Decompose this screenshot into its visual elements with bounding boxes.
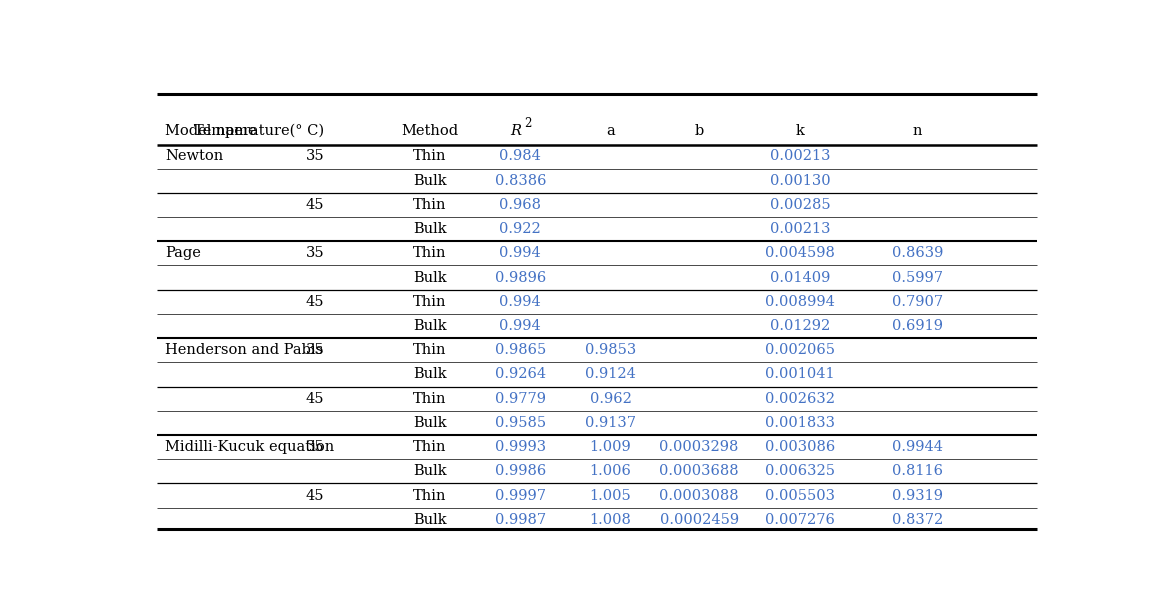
Text: 0.8386: 0.8386 [495,174,546,188]
Text: k: k [796,124,805,138]
Text: 0.9779: 0.9779 [495,391,546,406]
Text: 0.9124: 0.9124 [585,367,636,382]
Text: Thin: Thin [414,198,447,212]
Text: n: n [913,124,923,138]
Text: 0.9319: 0.9319 [892,489,944,503]
Text: 1.005: 1.005 [589,489,631,503]
Text: 0.9865: 0.9865 [495,343,546,357]
Text: Thin: Thin [414,246,447,260]
Text: a: a [606,124,615,138]
Text: 0.0003088: 0.0003088 [659,489,739,503]
Text: 0.9993: 0.9993 [495,440,546,454]
Text: 45: 45 [306,489,324,503]
Text: 0.9585: 0.9585 [495,416,546,430]
Text: 0.922: 0.922 [500,222,542,236]
Text: 35: 35 [305,246,324,260]
Text: 0.7907: 0.7907 [892,295,944,309]
Text: Henderson and Pabis: Henderson and Pabis [165,343,324,357]
Text: 0.01409: 0.01409 [770,270,831,284]
Text: 0.6919: 0.6919 [892,319,944,333]
Text: 0.8116: 0.8116 [892,465,944,479]
Text: 0.00285: 0.00285 [770,198,831,212]
Text: 0.001041: 0.001041 [765,367,835,382]
Text: Bulk: Bulk [414,416,447,430]
Text: 0.9944: 0.9944 [892,440,944,454]
Text: 0.5997: 0.5997 [892,270,944,284]
Text: Bulk: Bulk [414,367,447,382]
Text: Thin: Thin [414,295,447,309]
Text: 2: 2 [524,117,531,130]
Text: 0.005503: 0.005503 [765,489,835,503]
Text: 0.0003298: 0.0003298 [659,440,739,454]
Text: Bulk: Bulk [414,513,447,527]
Text: 0.984: 0.984 [500,149,542,163]
Text: 0.00213: 0.00213 [770,222,831,236]
Text: Thin: Thin [414,391,447,406]
Text: Midilli-Kucuk equation: Midilli-Kucuk equation [165,440,334,454]
Text: Bulk: Bulk [414,270,447,284]
Text: 0.9264: 0.9264 [495,367,546,382]
Text: 0.01292: 0.01292 [770,319,831,333]
Text: 0.006325: 0.006325 [765,465,835,479]
Text: 0.968: 0.968 [500,198,542,212]
Text: 0.0003688: 0.0003688 [659,465,739,479]
Text: Thin: Thin [414,489,447,503]
Text: 0.00213: 0.00213 [770,149,831,163]
Text: R: R [510,124,521,138]
Text: 45: 45 [306,295,324,309]
Text: 1.009: 1.009 [589,440,631,454]
Text: 0.002632: 0.002632 [765,391,835,406]
Text: 0.9853: 0.9853 [585,343,636,357]
Text: Bulk: Bulk [414,174,447,188]
Text: Temperature(° C): Temperature(° C) [195,123,324,138]
Text: 0.008994: 0.008994 [765,295,835,309]
Text: 35: 35 [305,149,324,163]
Text: 0.994: 0.994 [500,295,542,309]
Text: Thin: Thin [414,440,447,454]
Text: 35: 35 [305,440,324,454]
Text: Bulk: Bulk [414,222,447,236]
Text: 1.006: 1.006 [589,465,631,479]
Text: 45: 45 [306,198,324,212]
Text: 0.9137: 0.9137 [585,416,636,430]
Text: 0.0002459: 0.0002459 [659,513,739,527]
Text: Bulk: Bulk [414,465,447,479]
Text: 0.9997: 0.9997 [495,489,546,503]
Text: 0.994: 0.994 [500,246,542,260]
Text: 0.962: 0.962 [589,391,631,406]
Text: 0.003086: 0.003086 [765,440,835,454]
Text: 0.004598: 0.004598 [765,246,835,260]
Text: 0.007276: 0.007276 [765,513,835,527]
Text: 0.9896: 0.9896 [495,270,546,284]
Text: 1.008: 1.008 [589,513,631,527]
Text: 0.9986: 0.9986 [495,465,546,479]
Text: 35: 35 [305,343,324,357]
Text: Newton: Newton [165,149,224,163]
Text: 0.00130: 0.00130 [770,174,831,188]
Text: Thin: Thin [414,149,447,163]
Text: 0.002065: 0.002065 [765,343,835,357]
Text: 0.994: 0.994 [500,319,542,333]
Text: Page: Page [165,246,202,260]
Text: b: b [694,124,704,138]
Text: 0.001833: 0.001833 [765,416,835,430]
Text: Model name: Model name [165,124,257,138]
Text: 0.8639: 0.8639 [892,246,944,260]
Text: 45: 45 [306,391,324,406]
Text: 0.8372: 0.8372 [892,513,944,527]
Text: Thin: Thin [414,343,447,357]
Text: Bulk: Bulk [414,319,447,333]
Text: 0.9987: 0.9987 [495,513,546,527]
Text: Method: Method [402,124,459,138]
